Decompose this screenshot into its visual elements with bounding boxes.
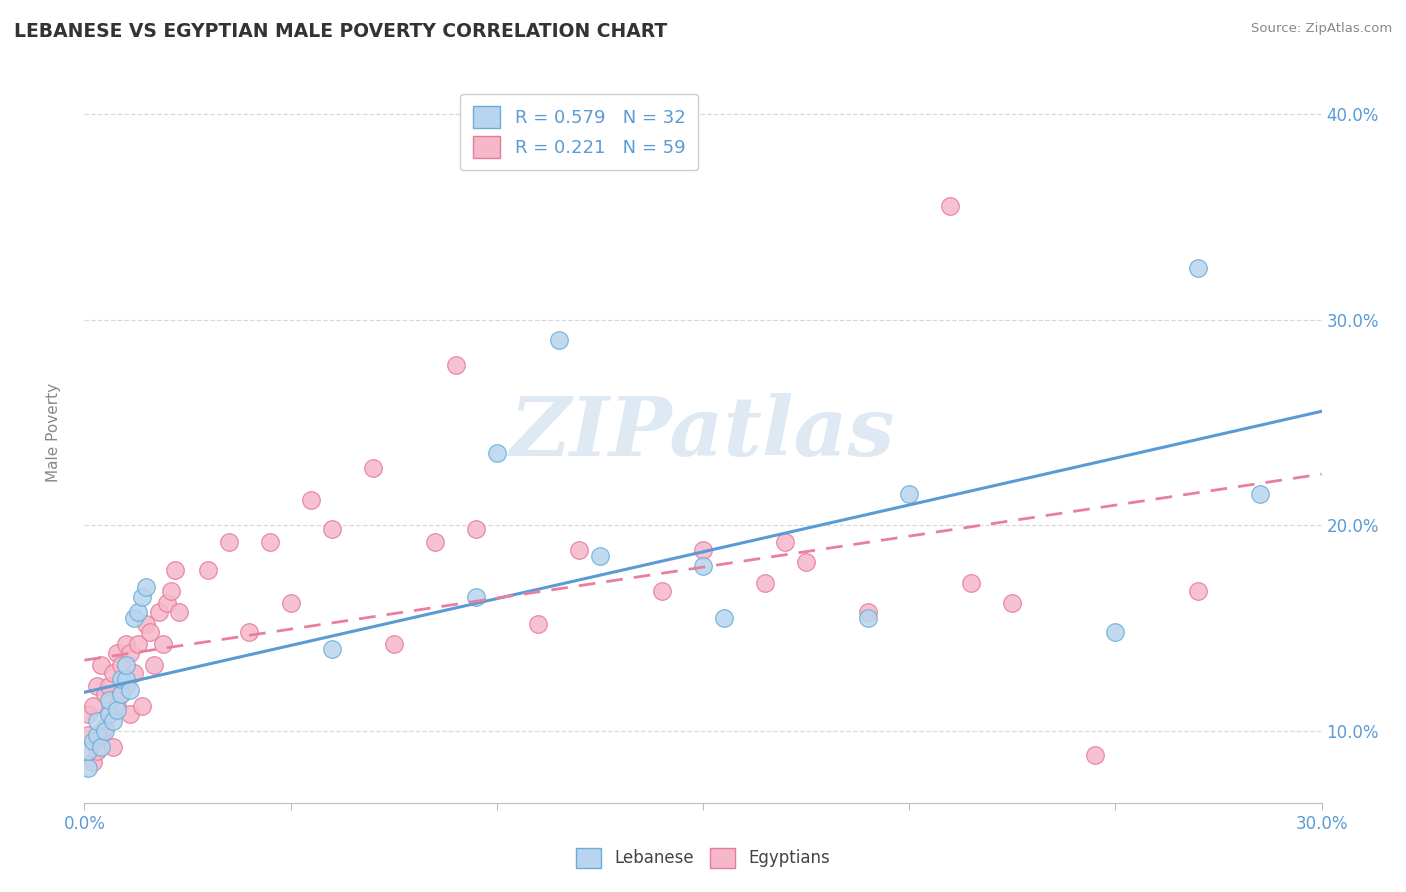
Point [114,679,136,693]
Point [485,446,508,460]
Point [167,605,190,619]
Point [105,646,128,660]
Point [114,658,136,673]
Point [382,637,405,651]
Point [105,703,128,717]
Point [465,522,488,536]
Point [131,590,153,604]
Point [299,493,322,508]
Point [713,611,735,625]
Point [568,542,591,557]
Point [280,596,302,610]
Point [122,611,145,625]
Point [589,549,612,563]
Point [898,487,921,501]
Point [856,611,879,625]
Legend: Lebanese, Egyptians: Lebanese, Egyptians [569,841,837,875]
Point [321,641,343,656]
Point [692,559,714,574]
Point [110,658,132,673]
Point [465,590,488,604]
Point [775,534,797,549]
Point [527,616,550,631]
Point [794,555,817,569]
Point [98,707,121,722]
Point [218,534,240,549]
Point [90,658,112,673]
Point [135,616,157,631]
Point [86,728,108,742]
Point [143,658,166,673]
Point [856,605,879,619]
Point [77,744,100,758]
Point [98,693,121,707]
Point [165,563,187,577]
Y-axis label: Male Poverty: Male Poverty [46,383,60,483]
Point [651,584,673,599]
Legend: R = 0.579   N = 32, R = 0.221   N = 59: R = 0.579 N = 32, R = 0.221 N = 59 [461,94,697,170]
Point [105,699,128,714]
Point [103,666,125,681]
Point [1187,584,1209,599]
Point [77,707,100,722]
Point [1001,596,1024,610]
Point [754,575,776,590]
Point [118,646,141,660]
Point [960,575,983,590]
Point [1249,487,1271,501]
Text: LEBANESE VS EGYPTIAN MALE POVERTY CORRELATION CHART: LEBANESE VS EGYPTIAN MALE POVERTY CORREL… [14,22,668,41]
Point [238,625,260,640]
Point [127,637,149,651]
Point [94,720,117,734]
Point [152,637,174,651]
Point [131,699,153,714]
Point [156,596,179,610]
Point [77,761,100,775]
Point [94,687,117,701]
Point [127,605,149,619]
Point [90,740,112,755]
Point [122,666,145,681]
Point [259,534,281,549]
Point [361,460,384,475]
Point [103,714,125,728]
Point [692,542,714,557]
Point [1084,748,1107,763]
Point [444,358,467,372]
Point [118,682,141,697]
Point [90,728,112,742]
Point [148,605,170,619]
Point [110,687,132,701]
Point [139,625,162,640]
Point [86,679,108,693]
Point [82,734,104,748]
Point [547,333,569,347]
Point [114,637,136,651]
Point [1187,261,1209,276]
Point [114,673,136,687]
Point [82,699,104,714]
Point [98,679,121,693]
Point [135,580,157,594]
Point [423,534,446,549]
Point [94,723,117,738]
Point [86,714,108,728]
Point [86,744,108,758]
Point [160,584,183,599]
Point [110,687,132,701]
Text: Source: ZipAtlas.com: Source: ZipAtlas.com [1251,22,1392,36]
Point [321,522,343,536]
Point [110,673,132,687]
Point [939,199,962,213]
Text: ZIPatlas: ZIPatlas [510,392,896,473]
Point [98,707,121,722]
Point [118,707,141,722]
Point [197,563,219,577]
Point [1104,625,1126,640]
Point [77,728,100,742]
Point [82,755,104,769]
Point [103,740,125,755]
